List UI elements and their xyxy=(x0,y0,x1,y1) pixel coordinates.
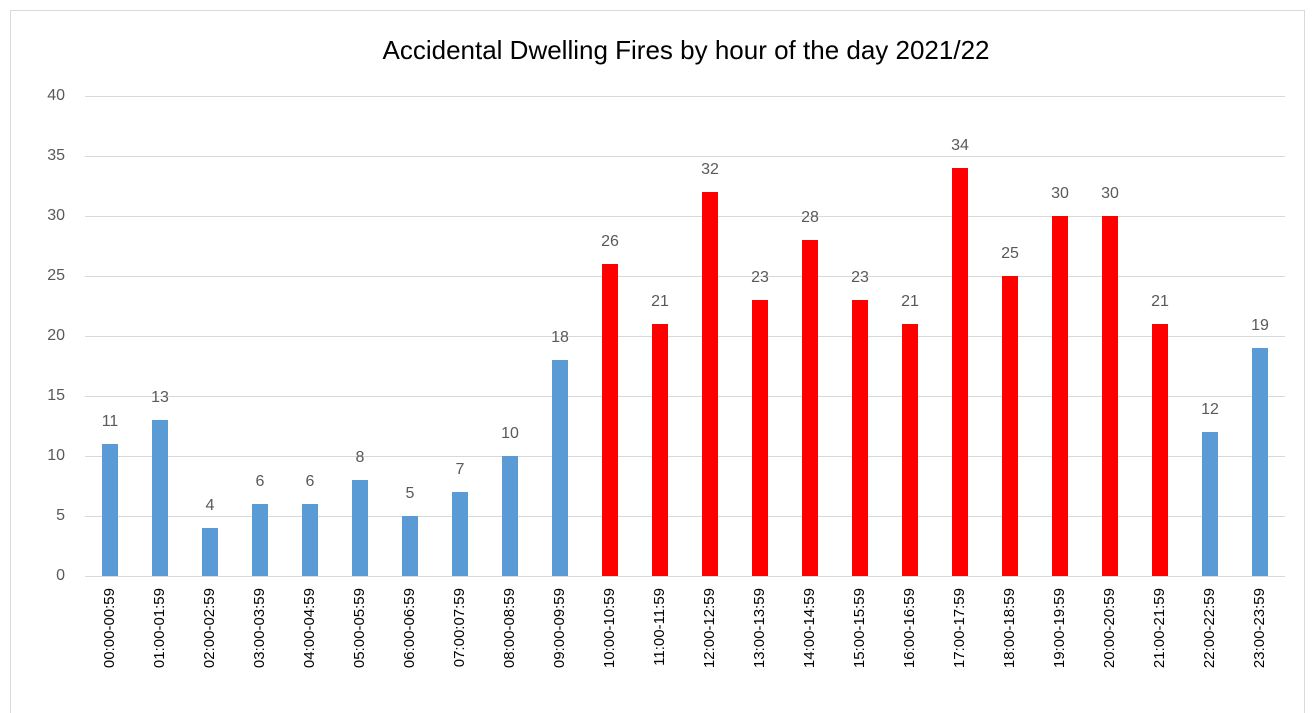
x-tick-label: 20:00-20:59 xyxy=(1101,588,1118,668)
value-label: 13 xyxy=(151,389,169,406)
bar xyxy=(152,420,168,576)
y-tick-label: 35 xyxy=(47,147,65,164)
x-tick-label: 00:00-00:59 xyxy=(101,588,118,668)
x-tick-label: 16:00-16:59 xyxy=(901,588,918,668)
x-tick-label: 14:00-14:59 xyxy=(801,588,818,668)
y-tick-label: 20 xyxy=(47,327,65,344)
bar xyxy=(452,492,468,576)
bar xyxy=(702,192,718,576)
value-label: 6 xyxy=(256,473,265,490)
bar xyxy=(302,504,318,576)
bar xyxy=(102,444,118,576)
value-label: 18 xyxy=(551,329,569,346)
bar xyxy=(652,324,668,576)
bar xyxy=(402,516,418,576)
bar xyxy=(802,240,818,576)
y-tick-label: 15 xyxy=(47,387,65,404)
bar xyxy=(902,324,918,576)
bar xyxy=(602,264,618,576)
value-label: 10 xyxy=(501,425,519,442)
x-tick-label: 01:00-01:59 xyxy=(151,588,168,668)
bar xyxy=(1202,432,1218,576)
x-tick-label: 23:00-23:59 xyxy=(1251,588,1268,668)
x-tick-label: 05:00-05:59 xyxy=(351,588,368,668)
value-label: 32 xyxy=(701,161,719,178)
y-tick-label: 0 xyxy=(56,567,65,584)
x-tick-label: 12:00-12:59 xyxy=(701,588,718,668)
bar xyxy=(502,456,518,576)
bar xyxy=(552,360,568,576)
value-label: 30 xyxy=(1051,185,1069,202)
x-tick-label: 21:00-21:59 xyxy=(1151,588,1168,668)
bar xyxy=(1102,216,1118,576)
value-label: 23 xyxy=(751,269,769,286)
x-tick-label: 15:00-15:59 xyxy=(851,588,868,668)
x-tick-label: 07:00:07:59 xyxy=(451,588,468,667)
x-tick-label: 04:00-04:59 xyxy=(301,588,318,668)
value-label: 25 xyxy=(1001,245,1019,262)
x-tick-label: 11:00-11:59 xyxy=(651,588,668,666)
value-label: 30 xyxy=(1101,185,1119,202)
y-tick-label: 40 xyxy=(47,87,65,104)
value-label: 19 xyxy=(1251,317,1269,334)
value-label: 34 xyxy=(951,137,969,154)
y-tick-label: 5 xyxy=(56,507,65,524)
x-tick-label: 03:00-03:59 xyxy=(251,588,268,668)
y-tick-label: 30 xyxy=(47,207,65,224)
chart-title: Accidental Dwelling Fires by hour of the… xyxy=(382,35,989,65)
y-tick-label: 25 xyxy=(47,267,65,284)
bar xyxy=(1002,276,1018,576)
bar xyxy=(952,168,968,576)
value-label: 26 xyxy=(601,233,619,250)
x-tick-label: 02:00-02:59 xyxy=(201,588,218,668)
x-tick-label: 22:00-22:59 xyxy=(1201,588,1218,668)
bar xyxy=(202,528,218,576)
bar xyxy=(852,300,868,576)
x-tick-label: 13:00-13:59 xyxy=(751,588,768,668)
value-label: 21 xyxy=(651,293,669,310)
x-tick-label: 10:00-10:59 xyxy=(601,588,618,668)
y-tick-label: 10 xyxy=(47,447,65,464)
value-label: 5 xyxy=(406,485,415,502)
x-tick-label: 09:00-09:59 xyxy=(551,588,568,668)
value-label: 11 xyxy=(102,413,119,430)
value-label: 6 xyxy=(306,473,315,490)
value-label: 8 xyxy=(356,449,365,466)
value-label: 4 xyxy=(206,497,215,514)
value-label: 21 xyxy=(901,293,919,310)
x-tick-label: 08:00-08:59 xyxy=(501,588,518,668)
bar xyxy=(1252,348,1268,576)
bar xyxy=(1152,324,1168,576)
x-tick-label: 17:00-17:59 xyxy=(951,588,968,668)
value-label: 7 xyxy=(456,461,465,478)
x-tick-label: 18:00-18:59 xyxy=(1001,588,1018,668)
x-tick-label: 19:00-19:59 xyxy=(1051,588,1068,668)
bar xyxy=(1052,216,1068,576)
value-label: 21 xyxy=(1151,293,1169,310)
bar xyxy=(752,300,768,576)
value-label: 23 xyxy=(851,269,869,286)
value-label: 28 xyxy=(801,209,819,226)
value-label: 12 xyxy=(1201,401,1219,418)
x-tick-label: 06:00-06:59 xyxy=(401,588,418,668)
bar xyxy=(352,480,368,576)
bar xyxy=(252,504,268,576)
